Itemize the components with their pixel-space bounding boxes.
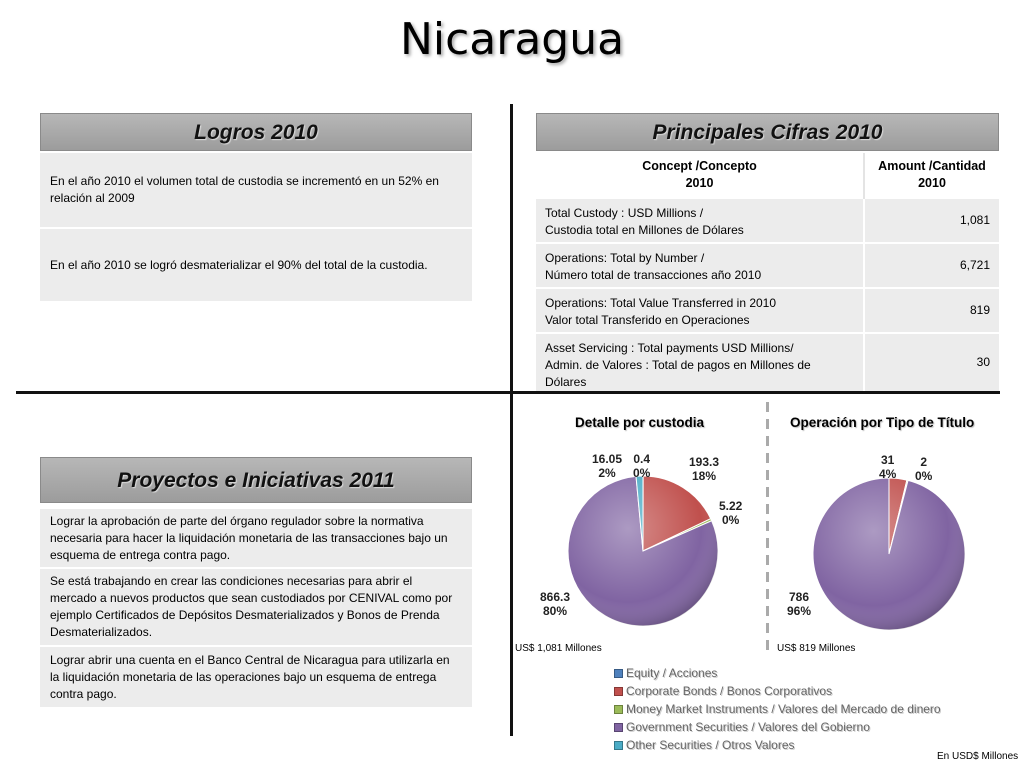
logros-heading: Logros 2010: [40, 113, 472, 151]
pie1-label-other: 16.05 2%: [592, 452, 622, 480]
pie1-gov-pct: 80%: [543, 604, 568, 618]
amount-cell: 1,081: [863, 197, 999, 243]
pie2-label-money-market: 2 0%: [915, 455, 932, 483]
cifras-heading: Principales Cifras 2010: [536, 113, 999, 151]
concept-cell: Operations: Total by Number / Número tot…: [536, 242, 864, 288]
concept-line2: Admin. de Valores : Total de pagos en Mi…: [545, 358, 811, 389]
chart-1-note: US$ 1,081 Millones: [515, 643, 602, 654]
legend-item-government: Government Securities / Valores del Gobi…: [614, 718, 941, 736]
legend-swatch: [614, 668, 623, 678]
dashed-divider: [766, 402, 769, 657]
concept-line1: Asset Servicing : Total payments USD Mil…: [545, 341, 794, 355]
horizontal-divider: [16, 391, 1000, 394]
custodia-pie-chart: [567, 475, 719, 627]
amount-cell: 819: [863, 287, 999, 333]
table-row: Operations: Total Value Transferred in 2…: [536, 287, 999, 333]
col-amount-header: Amount /Cantidad 2010: [864, 153, 999, 198]
col-concept-line2: 2010: [685, 176, 714, 190]
concept-cell: Operations: Total Value Transferred in 2…: [536, 287, 864, 333]
table-row: Total Custody : USD Millions / Custodia t…: [536, 197, 999, 243]
logros-item-2: En el año 2010 se logró desmaterializar …: [40, 227, 472, 301]
chart-2-title: Operación por Tipo de Título: [790, 415, 975, 430]
chart-legend: Equity / Acciones Corporate Bonds / Bono…: [614, 664, 941, 754]
concept-line1: Total Custody : USD Millions /: [545, 206, 704, 220]
pie2-label-government: 786 96%: [787, 590, 811, 618]
operacion-pie-chart: [812, 477, 966, 631]
pie1-corporate-pct: 18%: [692, 469, 717, 483]
col-concept-header: Concept /Concepto 2010: [536, 153, 865, 198]
pie-shading: [568, 476, 718, 626]
pie1-other-value: 16.05: [592, 452, 623, 466]
pie2-corporate-value: 31: [880, 453, 895, 467]
table-row: Asset Servicing : Total payments USD Mil…: [536, 332, 999, 391]
concept-line1: Operations: Total Value Transferred in 2…: [545, 296, 777, 310]
legend-swatch: [614, 740, 623, 750]
pie1-label-corporate: 193.3 18%: [689, 455, 719, 483]
concept-cell: Total Custody : USD Millions / Custodia t…: [536, 197, 864, 243]
legend-label: Other Securities / Otros Valores: [626, 738, 795, 752]
pie2-corporate-pct: 4%: [879, 467, 897, 481]
footer-note: En USD$ Millones: [937, 751, 1019, 762]
chart-2-note: US$ 819 Millones: [777, 643, 856, 654]
proyectos-heading: Proyectos e Iniciativas 2011: [40, 457, 472, 503]
pie1-other-pct: 2%: [598, 466, 616, 480]
cifras-table: Concept /Concepto 2010 Amount /Cantidad 20…: [536, 153, 999, 391]
legend-item-equity: Equity / Acciones: [614, 664, 941, 682]
pie2-mm-value: 2: [920, 455, 928, 469]
page-title: Nicaragua: [399, 14, 625, 65]
cifras-header-row: Concept /Concepto 2010 Amount /Cantidad 20…: [536, 153, 999, 198]
pie1-label-money-market: 5.22 0%: [719, 499, 742, 527]
pie1-equity-value: 0.4: [633, 452, 651, 466]
col-amount-line2: 2010: [918, 176, 946, 190]
pie1-corporate-value: 193.3: [689, 455, 720, 469]
pie1-label-equity: 0.4 0%: [633, 452, 650, 480]
proyectos-item-3: Lograr abrir una cuenta en el Banco Cent…: [40, 645, 472, 707]
legend-item-other: Other Securities / Otros Valores: [614, 736, 941, 754]
pie2-mm-pct: 0%: [915, 469, 933, 483]
amount-cell: 30: [863, 332, 999, 391]
pie2-gov-pct: 96%: [787, 604, 812, 618]
legend-label: Money Market Instruments / Valores del M…: [626, 702, 941, 716]
concept-line2: Valor total Transferido en Operaciones: [545, 313, 750, 327]
pie2-label-corporate: 31 4%: [879, 453, 896, 481]
pie1-gov-value: 866.3: [540, 590, 571, 604]
pie2-gov-value: 786: [789, 590, 810, 604]
legend-item-corporate: Corporate Bonds / Bonos Corporativos: [614, 682, 941, 700]
proyectos-item-2: Se está trabajando en crear las condicio…: [40, 567, 472, 645]
pie1-label-government: 866.3 80%: [540, 590, 570, 618]
proyectos-item-1: Lograr la aprobación de parte del órgano…: [40, 507, 472, 567]
concept-line2: Número total de transacciones año 2010: [545, 268, 762, 282]
concept-line2: Custodia total en Millones de Dólares: [545, 223, 744, 237]
pie-shading: [813, 478, 965, 630]
legend-label: Corporate Bonds / Bonos Corporativos: [626, 684, 833, 698]
logros-item-1: En el año 2010 el volumen total de custo…: [40, 151, 472, 227]
chart-1-title: Detalle por custodia: [575, 415, 705, 430]
col-amount-line1: Amount /Cantidad: [878, 159, 986, 173]
pie1-mm-pct: 0%: [722, 513, 740, 527]
legend-swatch: [614, 704, 623, 714]
pie1-equity-pct: 0%: [633, 466, 651, 480]
col-concept-line1: Concept /Concepto: [642, 159, 757, 173]
concept-cell: Asset Servicing : Total payments USD Mil…: [536, 332, 864, 391]
legend-item-money-market: Money Market Instruments / Valores del M…: [614, 700, 941, 718]
concept-line1: Operations: Total by Number /: [545, 251, 705, 265]
table-row: Operations: Total by Number / Número tot…: [536, 242, 999, 288]
vertical-divider: [510, 104, 513, 736]
legend-swatch: [614, 686, 623, 696]
amount-cell: 6,721: [863, 242, 999, 288]
legend-swatch: [614, 722, 623, 732]
legend-label: Government Securities / Valores del Gobi…: [626, 720, 870, 734]
legend-label: Equity / Acciones: [626, 666, 718, 680]
pie1-mm-value: 5.22: [719, 499, 743, 513]
